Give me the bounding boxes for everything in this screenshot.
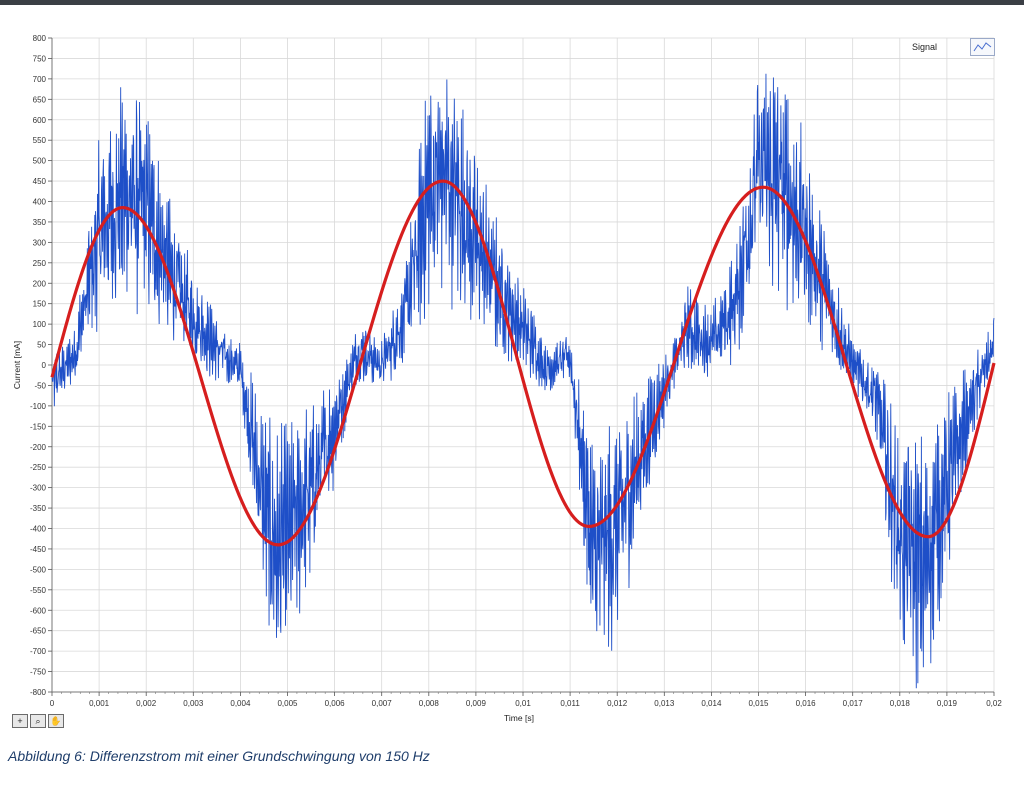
y-tick-label: -200 [30, 443, 47, 452]
x-tick-label: 0,02 [986, 699, 1002, 708]
cursor-tool-icon[interactable]: + [12, 714, 28, 728]
y-tick-label: 800 [33, 34, 47, 43]
x-tick-label: 0,007 [372, 699, 393, 708]
x-tick-label: 0,012 [607, 699, 628, 708]
x-tick-label: 0 [50, 699, 55, 708]
legend[interactable]: Signal [890, 33, 995, 61]
y-tick-label: 650 [33, 95, 47, 104]
y-tick-label: 150 [33, 300, 47, 309]
y-tick-label: 500 [33, 157, 47, 166]
top-border [0, 0, 1024, 5]
y-tick-label: -800 [30, 688, 47, 697]
graph-palette: + ⌕ ✋ [12, 714, 64, 728]
y-tick-label: 350 [33, 218, 47, 227]
figure-caption: Abbildung 6: Differenzstrom mit einer Gr… [8, 748, 430, 764]
y-tick-label: -650 [30, 627, 47, 636]
y-axis-ticks: 8007507006506005505004504003503002502001… [30, 34, 52, 697]
y-tick-label: -350 [30, 504, 47, 513]
y-tick-label: -250 [30, 463, 47, 472]
x-tick-label: 0,017 [843, 699, 864, 708]
x-tick-label: 0,001 [89, 699, 110, 708]
y-tick-label: 250 [33, 259, 47, 268]
x-axis-ticks: 0 0,001 0,002 0,003 0,004 0,005 0,006 0,007 0,00… [50, 692, 1002, 708]
y-tick-label: 700 [33, 75, 47, 84]
fundamental-line [50, 179, 996, 547]
y-tick-label: 200 [33, 279, 47, 288]
y-tick-label: -500 [30, 565, 47, 574]
y-tick-label: 0 [42, 361, 47, 370]
y-tick-label: -150 [30, 422, 47, 431]
y-tick-label: 400 [33, 198, 47, 207]
y-tick-label: 750 [33, 54, 47, 63]
x-tick-label: 0,015 [748, 699, 769, 708]
signal-line [51, 73, 995, 689]
y-tick-label: -600 [30, 606, 47, 615]
y-tick-label: -300 [30, 484, 47, 493]
y-tick-label: -550 [30, 586, 47, 595]
signal-series [51, 73, 995, 689]
zoom-tool-icon[interactable]: ⌕ [30, 714, 46, 728]
x-tick-label: 0,014 [701, 699, 722, 708]
y-tick-label: -450 [30, 545, 47, 554]
fundamental-series [50, 179, 996, 547]
y-tick-label: -700 [30, 647, 47, 656]
x-tick-label: 0,002 [136, 699, 157, 708]
pan-tool-icon[interactable]: ✋ [48, 714, 64, 728]
y-tick-label: -750 [30, 668, 47, 677]
y-tick-label: 450 [33, 177, 47, 186]
y-axis-label: Current [mA] [12, 341, 22, 389]
x-tick-label: 0,019 [937, 699, 958, 708]
y-tick-label: 50 [37, 341, 46, 350]
line-plot-icon[interactable] [970, 38, 995, 56]
y-tick-label: -50 [34, 381, 46, 390]
y-tick-label: 300 [33, 238, 47, 247]
x-tick-label: 0,009 [466, 699, 487, 708]
y-tick-label: -100 [30, 402, 47, 411]
x-tick-label: 0,006 [325, 699, 346, 708]
x-tick-label: 0,013 [654, 699, 675, 708]
x-tick-label: 0,011 [560, 699, 580, 708]
chart: 8007507006506005505004504003503002502001… [12, 34, 1002, 723]
y-tick-label: 550 [33, 136, 47, 145]
x-tick-label: 0,004 [230, 699, 251, 708]
x-tick-label: 0,01 [515, 699, 531, 708]
x-tick-label: 0,008 [419, 699, 440, 708]
y-tick-label: 100 [33, 320, 47, 329]
x-tick-label: 0,005 [277, 699, 298, 708]
x-tick-label: 0,003 [183, 699, 204, 708]
y-tick-label: -400 [30, 525, 47, 534]
legend-label: Signal [912, 42, 938, 52]
y-tick-label: 600 [33, 116, 47, 125]
x-tick-label: 0,016 [796, 699, 817, 708]
x-tick-label: 0,018 [890, 699, 911, 708]
x-axis-label: Time [s] [504, 713, 534, 723]
